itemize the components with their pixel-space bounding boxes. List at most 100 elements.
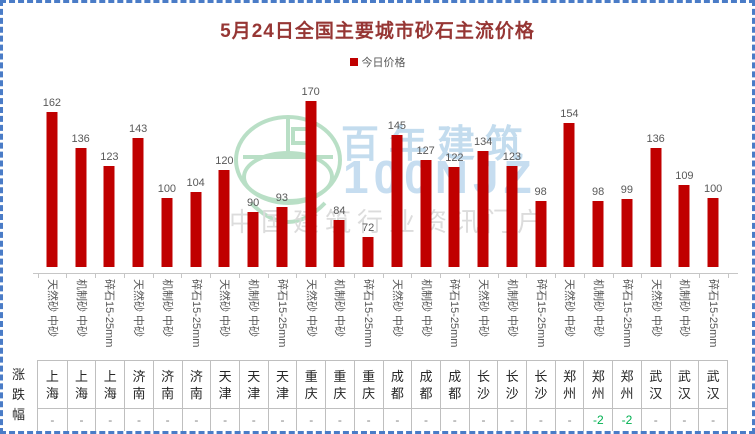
table-city-cell: 郑州: [612, 361, 641, 408]
x-axis-label: 碎石15-25mm: [275, 279, 288, 348]
table-change-cell: -: [181, 408, 211, 431]
axis-tick: [181, 274, 183, 278]
bar: [448, 167, 460, 267]
table-city-cell: 重庆: [296, 361, 325, 408]
bar: [535, 200, 547, 267]
axis-tick: [497, 274, 499, 278]
bar-value-label: 122: [445, 152, 464, 165]
axis-tick: [727, 274, 729, 278]
bar-value-label: 136: [71, 132, 90, 145]
bar-value-label: 100: [157, 182, 177, 195]
bar-value-label: 90: [247, 196, 260, 209]
table-change-cell: -: [497, 408, 527, 431]
x-axis-label: 机制砂 中砂: [74, 279, 87, 338]
table-change-cell: -: [468, 408, 498, 431]
table-city-cell: 上海: [45, 368, 59, 401]
axis-tick: [267, 274, 269, 278]
table-change-cell: -: [698, 408, 727, 431]
x-axis-label: 天然砂 中砂: [563, 279, 576, 338]
bar-value-label: 84: [333, 204, 346, 217]
axis-tick: [238, 274, 240, 278]
bar: [563, 123, 575, 267]
x-axis-label: 机制砂 中砂: [678, 279, 691, 338]
axis-tick: [526, 274, 528, 278]
table-change-cell: -: [152, 408, 182, 431]
table-change-cell: -: [124, 408, 153, 431]
axis-tick: [440, 274, 441, 278]
table-city-cell: 重庆: [325, 361, 354, 408]
bar: [678, 185, 690, 267]
table-change-cell: -: [353, 408, 383, 431]
x-axis-label: 机制砂 中砂: [160, 279, 173, 338]
legend-marker-icon: [349, 58, 358, 66]
x-axis-label: 天然砂 中砂: [390, 279, 403, 338]
bar-value-label: 72: [362, 221, 375, 234]
bar: [506, 165, 518, 267]
bar-value-label: 98: [592, 185, 605, 198]
table-change-cell: -2: [583, 408, 613, 431]
legend-label: 今日价格: [361, 57, 406, 69]
bar-value-label: 104: [186, 177, 205, 190]
axis-tick: [411, 274, 413, 278]
bar: [75, 147, 87, 267]
bar: [420, 160, 432, 267]
bar: [650, 147, 662, 267]
table-change-cell: -: [325, 408, 354, 431]
x-axis-label: 天然砂 中砂: [477, 279, 490, 338]
bar: [218, 170, 230, 267]
axis-tick: [123, 274, 125, 278]
table-change-cell: -: [526, 408, 555, 431]
bar-value-label: 98: [534, 185, 547, 198]
bar: [333, 219, 345, 267]
x-axis-label: 碎石15-25mm: [448, 279, 461, 348]
table-change-cell: -2: [612, 408, 641, 431]
price-change-table: 上海 上海 上海 济南 济南 济南 天津 天津 天津 重庆 重庆 重庆 成都 成都 成都 长沙 长沙 长沙 郑州 郑州…: [37, 360, 728, 431]
bar: [276, 207, 288, 267]
axis-tick: [152, 274, 154, 278]
table-change-cell: -: [382, 408, 412, 431]
bar: [391, 135, 403, 267]
table-city-cell: 成都: [439, 361, 469, 408]
bar-value-label: 134: [473, 135, 493, 148]
table-change-cell: -: [296, 408, 326, 431]
table-city-cell: 济南: [124, 361, 153, 408]
chart-legend: 今日价格: [3, 54, 752, 70]
axis-tick: [641, 274, 643, 278]
axis-tick: [325, 274, 326, 278]
bar-value-label: 127: [416, 145, 435, 158]
bar-value-label: 93: [275, 192, 288, 205]
x-axis-label: 碎石15-25mm: [189, 279, 202, 348]
bar: [621, 199, 633, 267]
axis-tick: [353, 274, 355, 278]
axis-tick: [66, 274, 68, 278]
bar: [592, 200, 604, 267]
axis-tick: [670, 274, 671, 278]
table-city-cell: 武汉: [698, 361, 727, 408]
bar-value-label: 162: [42, 96, 62, 109]
bar-value-label: 123: [502, 150, 522, 163]
x-axis-label: 天然砂 中砂: [45, 279, 58, 338]
axis-tick: [555, 274, 556, 278]
x-axis-label: 机制砂 中砂: [505, 279, 518, 338]
bar-value-label: 109: [675, 170, 694, 183]
x-axis-label: 碎石15-25mm: [620, 279, 633, 348]
x-axis-label: 机制砂 中砂: [333, 279, 346, 338]
table-city-cell: 武汉: [640, 361, 670, 408]
table-row-header: 涨跌幅: [11, 367, 25, 422]
x-axis-label: 天然砂 中砂: [132, 279, 145, 338]
bar: [103, 165, 115, 267]
x-axis-label: 碎石15-25mm: [103, 279, 116, 348]
x-axis-label: 碎石15-25mm: [362, 279, 375, 348]
table-city-cell: 上海: [95, 361, 124, 408]
table-change-cell: -: [238, 408, 268, 431]
x-axis-label: 机制砂 中砂: [419, 279, 432, 338]
bar-value-label: 100: [703, 182, 723, 195]
bar-value-label: 145: [387, 120, 407, 133]
bar: [46, 111, 58, 267]
table-change-cell: -: [669, 408, 699, 431]
bar-value-label: 170: [301, 85, 320, 98]
x-axis-label: 碎石15-25mm: [534, 279, 547, 348]
x-axis-label: 机制砂 中砂: [247, 279, 260, 338]
table-change-cell: -: [210, 408, 239, 431]
